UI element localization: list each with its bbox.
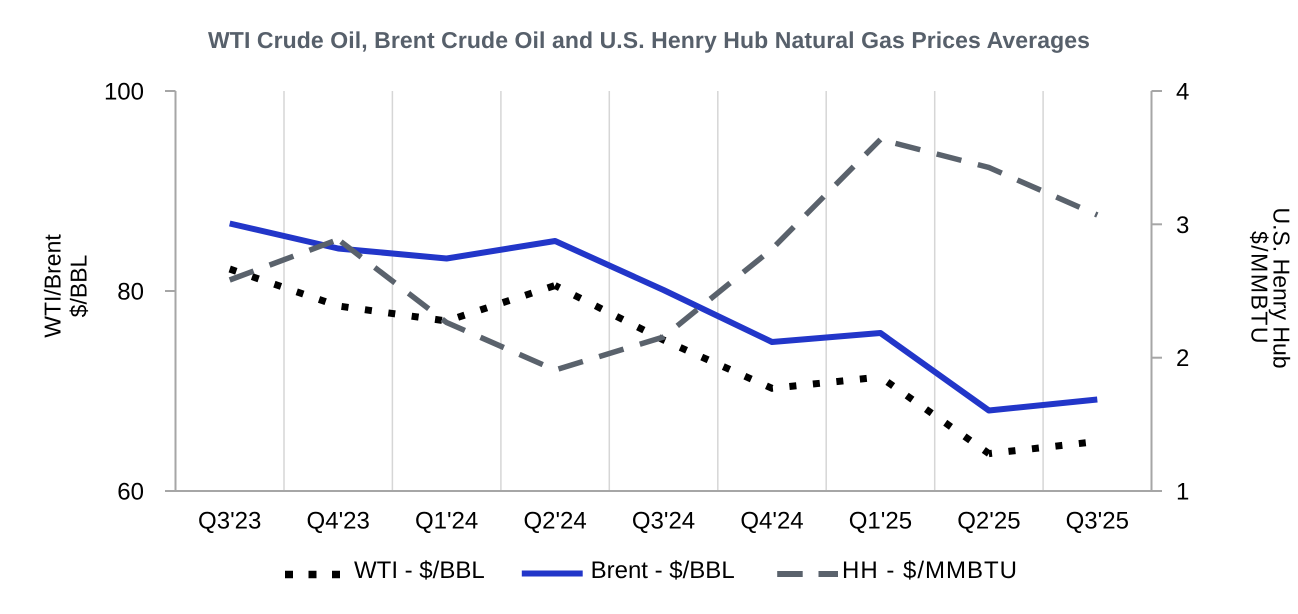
svg-text:HH - $/MMBTU: HH - $/MMBTU — [842, 557, 1018, 584]
svg-text:Q4'23: Q4'23 — [307, 508, 370, 535]
svg-text:100: 100 — [104, 79, 144, 106]
svg-text:Q1'25: Q1'25 — [849, 508, 912, 535]
svg-text:80: 80 — [117, 279, 144, 306]
svg-text:U.S. Henry Hub: U.S. Henry Hub — [1269, 207, 1295, 368]
svg-text:60: 60 — [117, 479, 144, 506]
svg-text:Q2'25: Q2'25 — [957, 508, 1020, 535]
svg-text:Q3'24: Q3'24 — [632, 508, 695, 535]
svg-text:1: 1 — [1176, 479, 1189, 506]
svg-text:WTI - $/BBL: WTI - $/BBL — [354, 557, 485, 584]
svg-text:Brent - $/BBL: Brent - $/BBL — [591, 557, 735, 584]
svg-text:WTI/Brent: WTI/Brent — [40, 234, 66, 338]
svg-text:$/MMBTU: $/MMBTU — [1247, 231, 1273, 345]
svg-text:3: 3 — [1176, 212, 1189, 239]
svg-text:Q2'24: Q2'24 — [523, 508, 586, 535]
svg-text:WTI Crude Oil, Brent Crude Oil: WTI Crude Oil, Brent Crude Oil and U.S. … — [208, 27, 1090, 53]
svg-text:Q3'25: Q3'25 — [1066, 508, 1129, 535]
svg-text:Q1'24: Q1'24 — [415, 508, 478, 535]
svg-text:Q3'23: Q3'23 — [198, 508, 261, 535]
svg-text:$/BBL: $/BBL — [66, 254, 92, 317]
svg-text:2: 2 — [1176, 345, 1189, 372]
svg-text:Q4'24: Q4'24 — [740, 508, 803, 535]
svg-text:4: 4 — [1176, 79, 1189, 106]
